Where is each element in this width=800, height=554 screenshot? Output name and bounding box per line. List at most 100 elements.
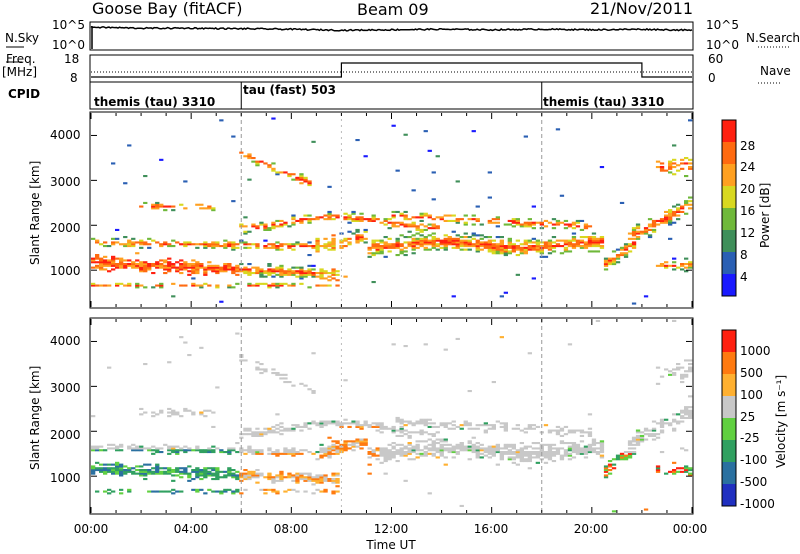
- velocity-cell: [455, 452, 460, 455]
- velocity-cell: [215, 470, 220, 473]
- power-cell: [199, 266, 204, 269]
- velocity-cell: [347, 443, 352, 446]
- velocity-cell: [631, 447, 637, 450]
- power-cbar-tick-8: 8: [740, 248, 748, 262]
- power-cell: [587, 245, 593, 248]
- velocity-cell: [423, 447, 428, 450]
- power-cell: [587, 236, 593, 239]
- velocity-cell: [207, 467, 212, 470]
- power-cell: [415, 232, 420, 235]
- power-cell: [688, 263, 693, 266]
- power-cell: [247, 263, 252, 266]
- power-cell: [163, 266, 168, 269]
- velocity-cell: [387, 456, 392, 459]
- velocity-cell: [171, 445, 176, 448]
- power-cell: [159, 259, 164, 262]
- velocity-cell: [519, 460, 524, 463]
- velocity-cell: [319, 478, 324, 481]
- power-cell: [263, 245, 268, 248]
- velocity-cbar-tick-500: 500: [740, 366, 763, 380]
- power-cell: [672, 144, 677, 147]
- power-cell: [243, 232, 248, 235]
- power-cell: [443, 245, 448, 248]
- power-cell: [607, 261, 613, 264]
- power-cell: [323, 246, 328, 249]
- cpid-panel-frame: [89, 81, 694, 110]
- velocity-cell: [103, 449, 108, 452]
- velocity-cell: [507, 452, 512, 455]
- power-cell: [251, 266, 256, 269]
- power-cell: [143, 264, 148, 267]
- velocity-cell: [323, 479, 328, 482]
- power-cell: [263, 275, 268, 278]
- velocity-cell: [415, 456, 420, 459]
- velocity-cell: [519, 449, 524, 452]
- velocity-cell: [267, 452, 272, 455]
- velocity-cell: [407, 443, 412, 446]
- velocity-cell: [563, 454, 569, 457]
- power-cell: [271, 221, 276, 224]
- power-cell: [223, 264, 228, 267]
- velocity-cell: [167, 452, 172, 455]
- velocity-cell: [247, 429, 252, 432]
- velocity-cell: [191, 413, 196, 416]
- velocity-cell: [151, 472, 156, 475]
- velocity-cell: [395, 451, 400, 454]
- power-cell: [195, 203, 200, 206]
- power-cell: [643, 232, 649, 235]
- power-cell: [135, 284, 140, 287]
- power-cell: [247, 270, 252, 273]
- power-cell: [599, 246, 605, 249]
- velocity-cell: [139, 449, 144, 452]
- velocity-cell: [271, 488, 276, 491]
- velocity-cell: [231, 469, 236, 472]
- velocity-cell: [163, 467, 168, 470]
- power-cell: [155, 266, 160, 269]
- power-cell: [187, 270, 192, 273]
- power-cell: [535, 239, 540, 242]
- power-cell: [371, 245, 376, 248]
- velocity-cell: [207, 470, 212, 473]
- power-cell: [635, 230, 641, 233]
- power-cell: [267, 227, 272, 230]
- power-cell: [263, 239, 268, 242]
- velocity-cell: [311, 452, 316, 455]
- velocity-cell: [559, 434, 565, 437]
- power-ytick-3000: 3000: [50, 175, 81, 189]
- velocity-cell: [147, 469, 152, 472]
- power-cell: [515, 218, 520, 221]
- velocity-cell: [659, 422, 665, 425]
- velocity-cell: [555, 451, 561, 454]
- power-cell: [275, 273, 280, 276]
- velocity-cell: [635, 440, 641, 443]
- beam-title: Beam 09: [357, 0, 429, 19]
- velocity-cell: [559, 442, 565, 445]
- velocity-cell: [487, 424, 492, 427]
- power-cell: [311, 140, 316, 143]
- power-cell: [503, 254, 508, 257]
- power-cell: [391, 225, 396, 228]
- power-cell: [623, 254, 629, 257]
- velocity-cell: [323, 474, 328, 477]
- velocity-colorbar-swatch: [722, 440, 736, 463]
- velocity-cell: [283, 452, 288, 455]
- power-cell: [187, 264, 192, 267]
- velocity-cell: [599, 443, 605, 446]
- velocity-cell: [267, 429, 272, 432]
- power-cell: [119, 266, 124, 269]
- power-cbar-tick-24: 24: [740, 160, 756, 174]
- velocity-cell: [295, 424, 300, 427]
- velocity-cell: [339, 422, 344, 425]
- velocity-cell: [291, 479, 296, 482]
- power-cell: [311, 275, 316, 278]
- power-cell: [355, 239, 360, 242]
- velocity-cell: [535, 461, 540, 464]
- nave-line: [91, 62, 692, 78]
- power-cell: [451, 239, 456, 242]
- velocity-cell: [415, 420, 420, 423]
- velocity-cell: [680, 470, 685, 473]
- velocity-cell: [363, 422, 368, 425]
- velocity-cell: [415, 449, 420, 452]
- power-cell: [467, 239, 472, 242]
- velocity-cell: [239, 449, 244, 452]
